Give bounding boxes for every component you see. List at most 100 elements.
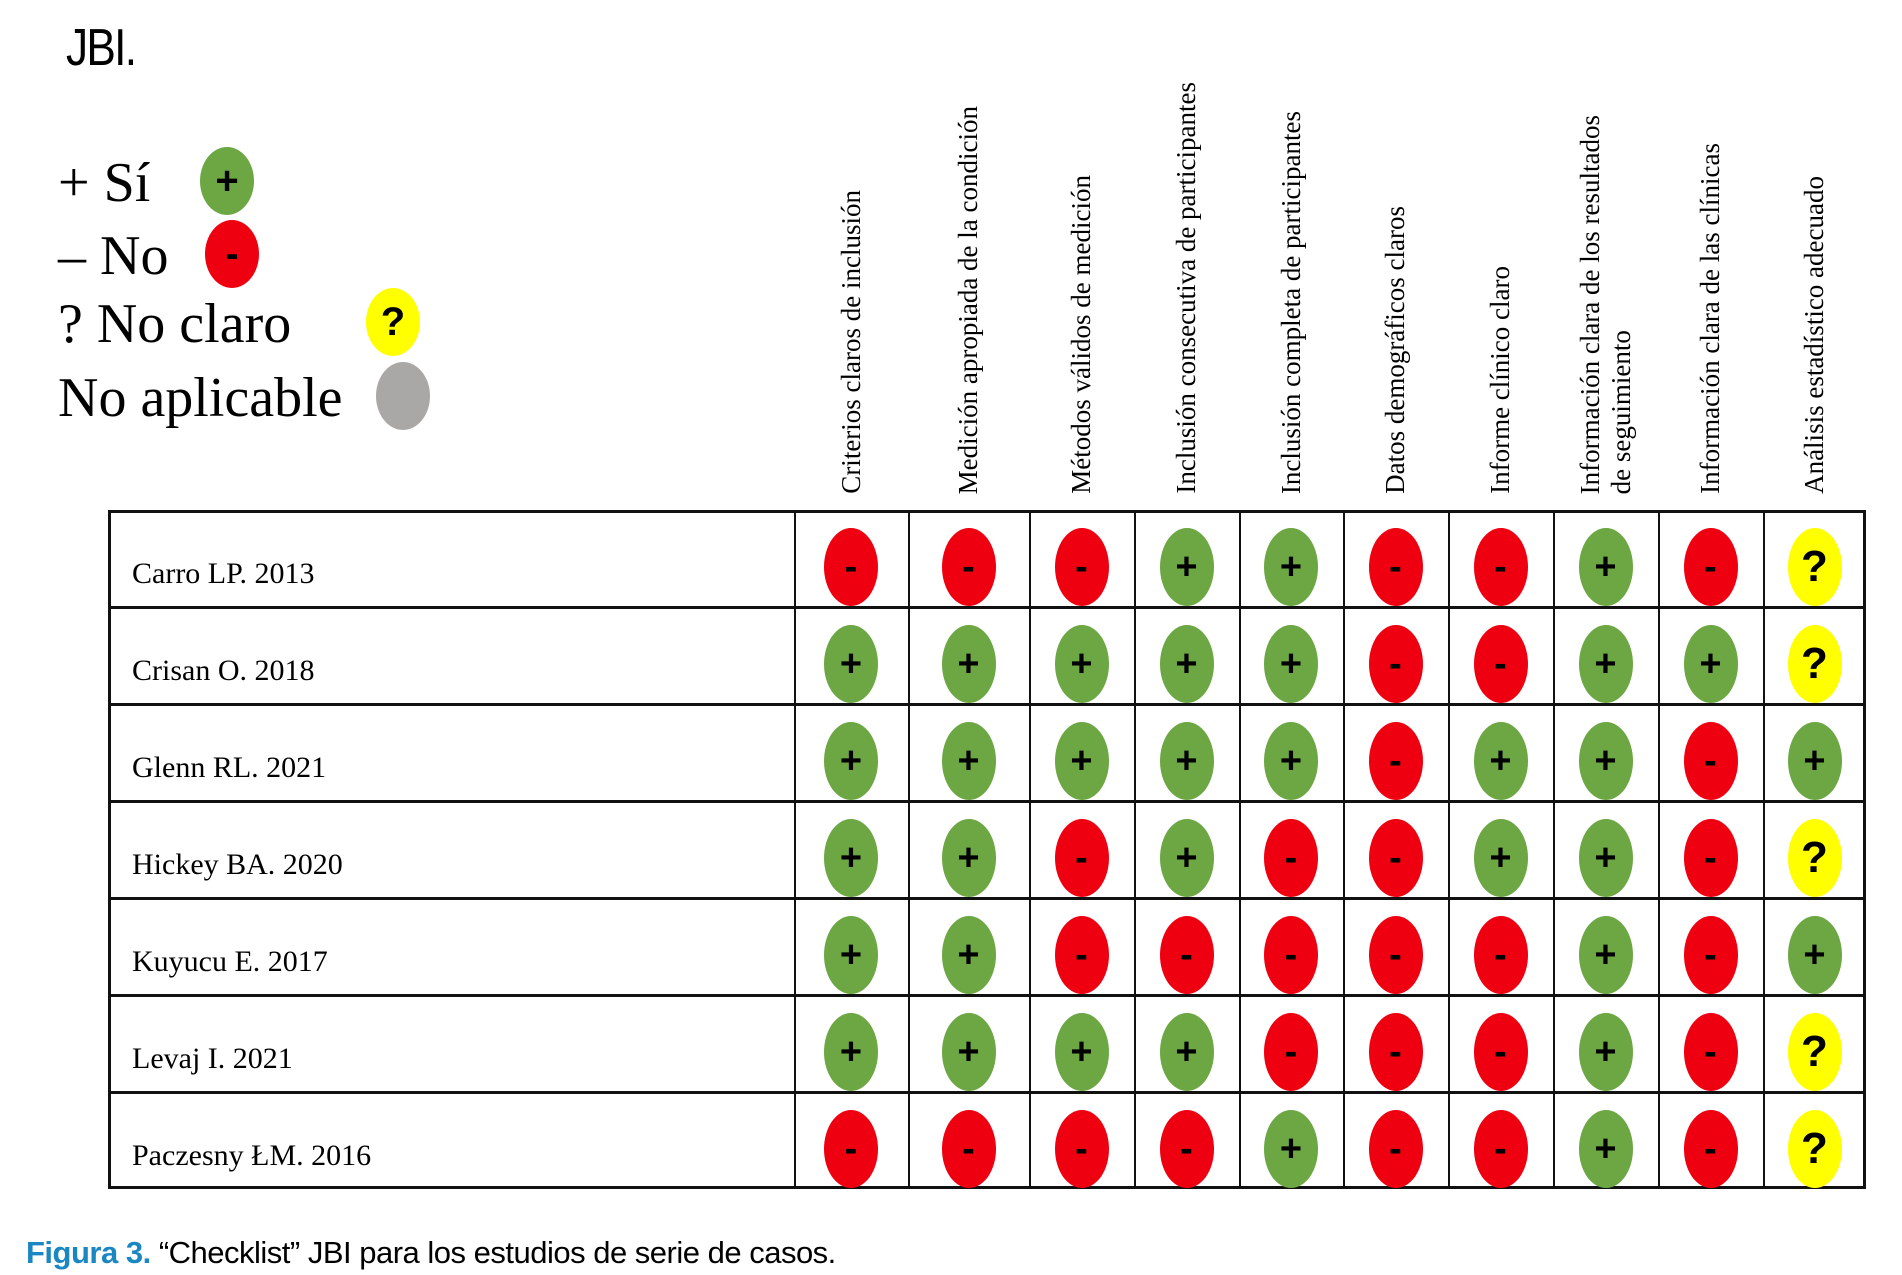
- row-divider: [108, 703, 1866, 706]
- rating-no-icon: -: [1683, 1110, 1738, 1188]
- rating-yes-icon: +: [824, 916, 878, 994]
- column-header: Inclusión consecutiva de participantes: [1171, 82, 1202, 494]
- column-header: Información clara de las clínicas: [1695, 143, 1726, 494]
- rating-no-icon: -: [824, 1110, 878, 1188]
- column-header: Medición apropiada de la condición: [953, 106, 984, 494]
- column-divider: [1448, 510, 1450, 1189]
- study-name: Glenn RL. 2021: [132, 751, 327, 784]
- column-header: Métodos válidos de medición: [1066, 175, 1097, 494]
- column-divider: [1658, 510, 1660, 1189]
- rating-yes-icon: +: [1054, 1013, 1109, 1091]
- rating-yes-icon: +: [1578, 1013, 1633, 1091]
- rating-unclear-icon: ?: [1787, 625, 1842, 703]
- rating-no-icon: -: [941, 1110, 996, 1188]
- rating-yes-icon: +: [1264, 1110, 1318, 1188]
- rating-yes-icon: +: [824, 819, 878, 897]
- checklist-table: [108, 510, 1866, 1189]
- legend-label-no: – No: [58, 225, 169, 287]
- rating-yes-icon: +: [1578, 625, 1633, 703]
- rating-no-icon: -: [1683, 528, 1738, 606]
- column-header-line: Análisis estadístico adecuado: [1799, 176, 1829, 494]
- rating-yes-icon: +: [1473, 722, 1528, 800]
- column-header-line: Información clara de las clínicas: [1695, 143, 1725, 494]
- column-header-line: Informe clínico claro: [1485, 266, 1515, 494]
- rating-no-icon: -: [1683, 819, 1738, 897]
- rating-no-icon: -: [1473, 1013, 1528, 1091]
- study-name: Crisan O. 2018: [132, 654, 315, 687]
- legend-label-unclear: ? No claro: [58, 293, 292, 355]
- legend-label-na: No aplicable: [58, 367, 343, 429]
- column-header-line: Datos demográficos claros: [1380, 206, 1410, 494]
- rating-yes-icon: +: [1264, 625, 1318, 703]
- rating-yes-icon: +: [1159, 722, 1214, 800]
- rating-no-icon: -: [1264, 1013, 1318, 1091]
- rating-yes-icon: +: [941, 916, 996, 994]
- column-header: Análisis estadístico adecuado: [1799, 176, 1830, 494]
- rating-unclear-icon: ?: [1787, 1013, 1842, 1091]
- legend-no-icon: -: [205, 220, 259, 288]
- rating-yes-icon: +: [1054, 722, 1109, 800]
- rating-no-icon: -: [1054, 1110, 1109, 1188]
- row-divider: [108, 994, 1866, 997]
- rating-yes-icon: +: [1264, 722, 1318, 800]
- rating-no-icon: -: [1264, 819, 1318, 897]
- rating-yes-icon: +: [941, 625, 996, 703]
- rating-no-icon: -: [1683, 916, 1738, 994]
- rating-unclear-icon: ?: [1787, 1110, 1842, 1188]
- rating-no-icon: -: [1368, 819, 1423, 897]
- row-divider: [108, 897, 1866, 900]
- rating-no-icon: -: [1473, 1110, 1528, 1188]
- column-divider: [1239, 510, 1241, 1189]
- study-name: Carro LP. 2013: [132, 557, 315, 590]
- rating-yes-icon: +: [1578, 916, 1633, 994]
- study-name: Levaj I. 2021: [132, 1042, 293, 1075]
- rating-no-icon: -: [1054, 819, 1109, 897]
- rating-no-icon: -: [1473, 916, 1528, 994]
- rating-no-icon: -: [1368, 722, 1423, 800]
- rating-no-icon: -: [1368, 916, 1423, 994]
- rating-yes-icon: +: [1159, 819, 1214, 897]
- rating-no-icon: -: [1473, 625, 1528, 703]
- column-header-line: Métodos válidos de medición: [1066, 175, 1096, 494]
- rating-no-icon: -: [1368, 528, 1423, 606]
- rating-yes-icon: +: [1578, 722, 1633, 800]
- figure-caption: Figura 3. “Checklist” JBI para los estud…: [26, 1235, 836, 1271]
- rating-yes-icon: +: [1159, 625, 1214, 703]
- rating-yes-icon: +: [1159, 1013, 1214, 1091]
- rating-yes-icon: +: [824, 625, 878, 703]
- column-divider: [1134, 510, 1136, 1189]
- rating-unclear-icon: ?: [1787, 528, 1842, 606]
- caption-label: Figura 3.: [26, 1235, 151, 1270]
- rating-yes-icon: +: [1787, 722, 1842, 800]
- rating-yes-icon: +: [1473, 819, 1528, 897]
- column-divider: [1029, 510, 1031, 1189]
- rating-no-icon: -: [1054, 528, 1109, 606]
- column-divider: [908, 510, 910, 1189]
- rating-no-icon: -: [1683, 1013, 1738, 1091]
- rating-yes-icon: +: [1787, 916, 1842, 994]
- column-header: Criterios claros de inclusión: [836, 190, 867, 494]
- column-divider: [1553, 510, 1555, 1189]
- rating-no-icon: -: [1368, 625, 1423, 703]
- rating-yes-icon: +: [824, 1013, 878, 1091]
- column-header: Informe clínico claro: [1485, 266, 1516, 494]
- column-header-line: de seguimiento: [1605, 329, 1636, 494]
- rating-no-icon: -: [1054, 916, 1109, 994]
- study-name: Hickey BA. 2020: [132, 848, 343, 881]
- rating-yes-icon: +: [1683, 625, 1738, 703]
- column-header-line: Medición apropiada de la condición: [953, 105, 983, 494]
- rating-no-icon: -: [1473, 528, 1528, 606]
- column-header: Datos demográficos claros: [1380, 206, 1411, 494]
- rating-yes-icon: +: [1578, 1110, 1633, 1188]
- rating-yes-icon: +: [1578, 819, 1633, 897]
- rating-no-icon: -: [824, 528, 878, 606]
- rating-no-icon: -: [1159, 1110, 1214, 1188]
- column-header: Información clara de los resultados de se…: [1575, 115, 1637, 494]
- column-header-line: Inclusión consecutiva de participantes: [1171, 82, 1201, 494]
- rating-no-icon: -: [1159, 916, 1214, 994]
- legend-yes-icon: +: [200, 147, 254, 215]
- legend-na-icon: [376, 362, 430, 430]
- rating-yes-icon: +: [1264, 528, 1318, 606]
- row-divider: [108, 1091, 1866, 1094]
- rating-yes-icon: +: [1578, 528, 1633, 606]
